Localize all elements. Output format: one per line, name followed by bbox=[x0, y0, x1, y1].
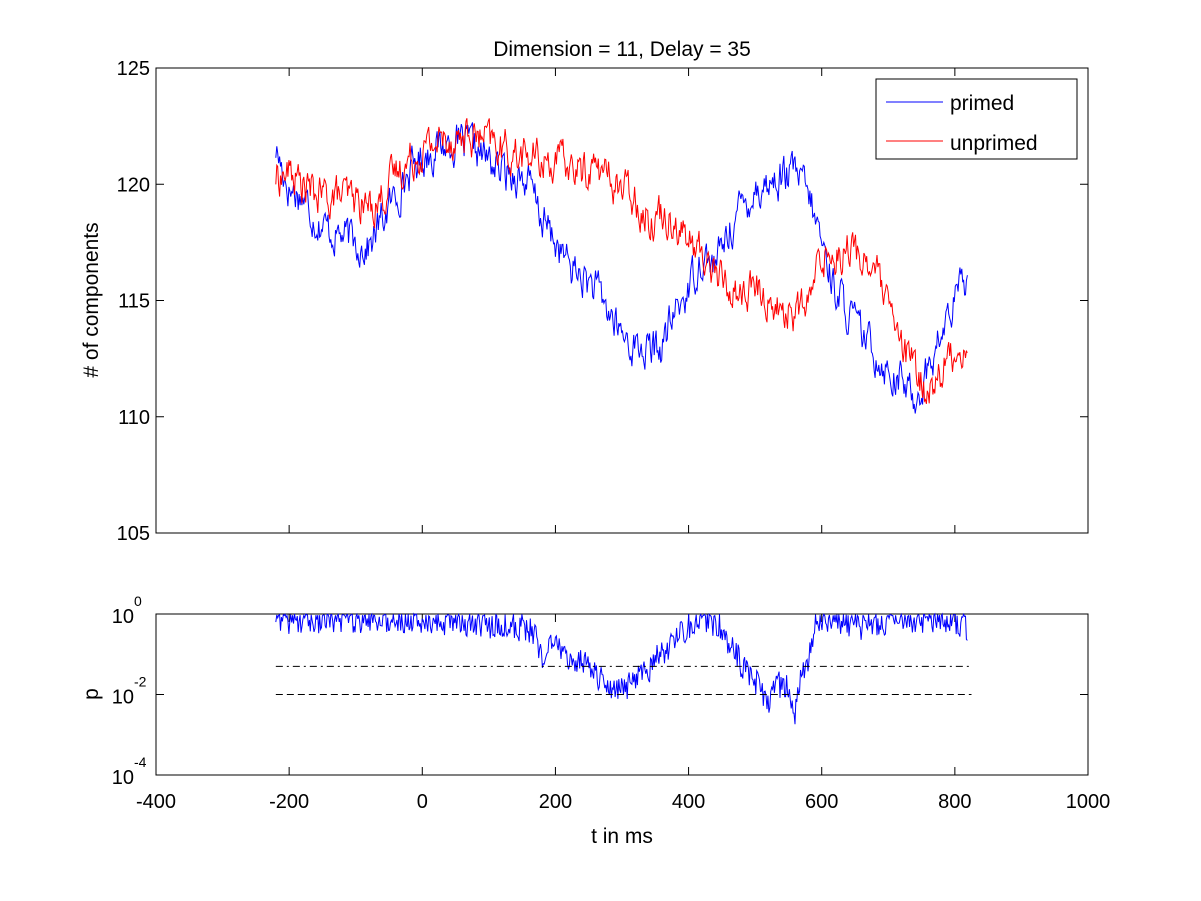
bottom-x-tick-label: 400 bbox=[672, 791, 705, 813]
series-line-primed bbox=[275, 122, 968, 414]
top-y-tick-label: 105 bbox=[117, 523, 150, 545]
top-plot-panel: Dimension = 11, Delay = 35 # of componen… bbox=[80, 38, 1089, 545]
legend-label-primed: primed bbox=[950, 92, 1014, 115]
bottom-y-axis-label: p bbox=[80, 688, 103, 700]
bottom-y-tick-exponent: -2 bbox=[134, 674, 147, 690]
bottom-y-tick-label: 10 bbox=[112, 606, 134, 628]
top-series-group bbox=[275, 118, 968, 414]
top-y-tick-label: 110 bbox=[118, 407, 150, 429]
bottom-x-tick-label: -200 bbox=[269, 791, 309, 813]
bottom-y-tick-exponent: 0 bbox=[134, 593, 142, 609]
top-chart-title: Dimension = 11, Delay = 35 bbox=[493, 38, 751, 61]
bottom-x-axis-label: t in ms bbox=[591, 825, 653, 848]
bottom-x-tick-label: 800 bbox=[938, 791, 971, 813]
bottom-y-tick-exponent: -4 bbox=[134, 754, 147, 770]
legend-label-unprimed: unprimed bbox=[950, 132, 1038, 155]
top-y-tick-label: 115 bbox=[118, 291, 150, 313]
legend: primed unprimed bbox=[875, 78, 1078, 160]
series-line-unprimed bbox=[275, 118, 968, 405]
top-y-ticks: 105 110 115 120 125 bbox=[117, 58, 1089, 545]
legend-box bbox=[875, 78, 1078, 160]
bottom-x-tick-label: 600 bbox=[805, 791, 838, 813]
top-y-tick-label: 120 bbox=[117, 174, 150, 196]
bottom-x-tick-label: 200 bbox=[539, 791, 572, 813]
bottom-series-group bbox=[275, 612, 972, 725]
bottom-x-tick-label: 0 bbox=[417, 791, 428, 813]
top-y-axis-label: # of components bbox=[80, 222, 103, 377]
bottom-x-tick-label: 1000 bbox=[1066, 791, 1111, 813]
bottom-x-tick-label: -400 bbox=[136, 791, 176, 813]
top-y-tick-label: 125 bbox=[117, 58, 150, 80]
bottom-y-tick-label: 10 bbox=[112, 767, 134, 789]
series-line-p-value bbox=[275, 612, 968, 725]
bottom-y-tick-label: 10 bbox=[112, 687, 134, 709]
bottom-x-ticks: -400 -200 0 200 400 600 800 1000 bbox=[136, 614, 1110, 813]
